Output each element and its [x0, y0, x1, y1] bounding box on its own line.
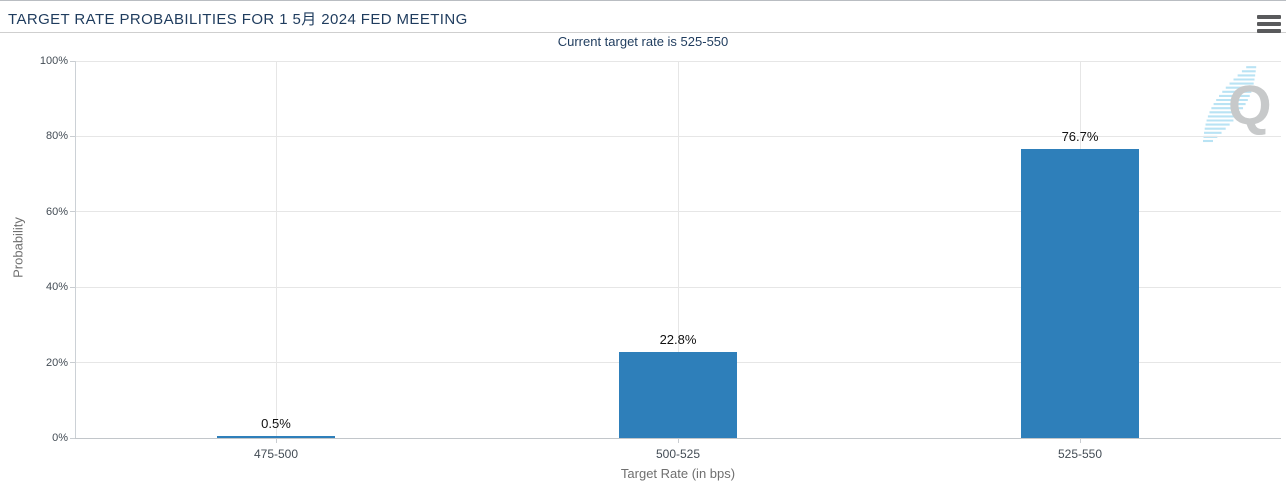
x-axis-line	[75, 438, 1281, 439]
hamburger-bar	[1257, 29, 1281, 33]
probability-bar[interactable]	[217, 436, 335, 438]
y-tick-mark	[70, 286, 75, 288]
y-tick-mark	[70, 211, 75, 213]
x-tick-mark	[677, 438, 679, 443]
y-tick-label: 0%	[52, 432, 68, 444]
hamburger-bar	[1257, 22, 1281, 26]
quikstrike-watermark-logo: Q	[1192, 59, 1282, 151]
bar-value-label: 0.5%	[261, 416, 291, 431]
y-tick-mark	[70, 135, 75, 137]
probability-bar[interactable]	[619, 352, 737, 438]
y-tick-label: 20%	[45, 356, 68, 369]
chart-header: TARGET RATE PROBABILITIES FOR 1 5月 2024 …	[0, 1, 1286, 33]
probability-bar[interactable]	[1021, 149, 1139, 438]
y-tick-label: 80%	[45, 130, 68, 143]
y-tick-label: 40%	[45, 281, 68, 294]
y-tick-mark	[70, 437, 75, 439]
x-tick-label: 525-550	[1057, 447, 1103, 461]
x-tick-label: 500-525	[655, 447, 701, 461]
hamburger-bar	[1257, 15, 1281, 19]
x-gridline	[677, 61, 679, 438]
bar-chart-plot-area: Probability Target Rate (in bps) Q 0% 20%…	[0, 55, 1286, 491]
x-tick-mark	[1079, 438, 1081, 443]
y-tick-mark	[70, 362, 75, 364]
y-axis-line	[75, 61, 76, 438]
hamburger-menu-icon[interactable]	[1257, 15, 1281, 33]
chart-subtitle: Current target rate is 525-550	[557, 34, 729, 49]
x-gridline	[275, 61, 277, 438]
bar-value-label: 76.7%	[1061, 129, 1099, 144]
x-tick-label: 475-500	[253, 447, 299, 461]
y-tick-label: 60%	[45, 205, 68, 218]
x-axis-title: Target Rate (in bps)	[620, 466, 736, 481]
watermark-q-letter: Q	[1228, 73, 1272, 136]
watermark-swoosh-icon	[1203, 66, 1257, 143]
y-tick-mark	[70, 60, 75, 62]
x-tick-mark	[275, 438, 277, 443]
bar-value-label: 22.8%	[659, 332, 697, 347]
y-tick-label: 100%	[39, 55, 68, 67]
chart-title: TARGET RATE PROBABILITIES FOR 1 5月 2024 …	[8, 11, 468, 28]
y-axis-title: Probability	[10, 216, 26, 278]
